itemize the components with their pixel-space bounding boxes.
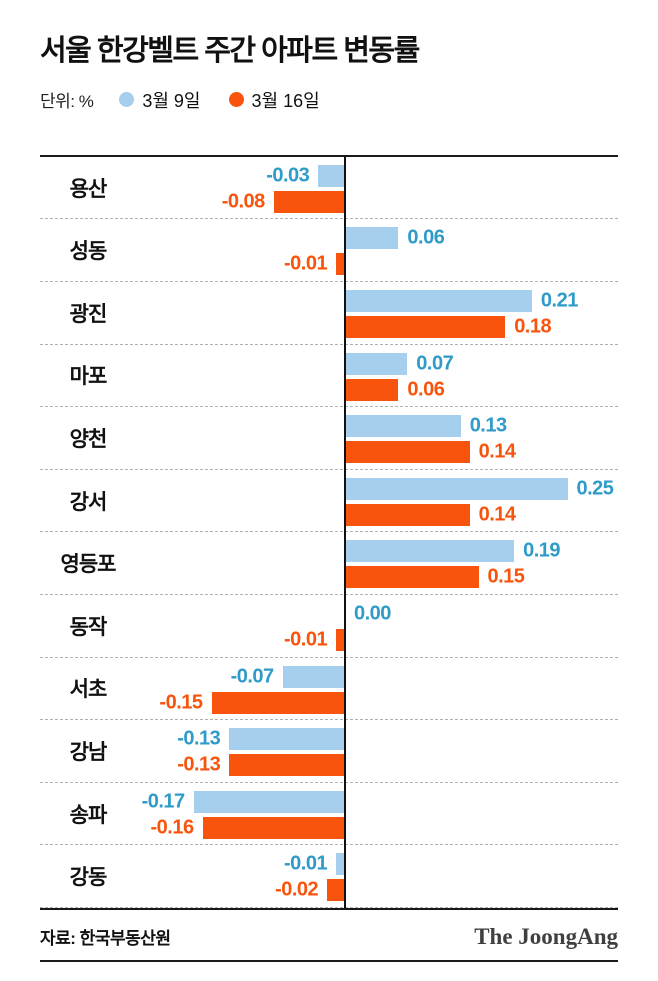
bar-series2-광진 [345,315,506,338]
bar-series1-서초 [282,665,345,688]
value-label: -0.07 [230,665,275,688]
value-label: -0.01 [284,252,328,275]
chart-row-양천: 양천 0.13 0.14 [40,407,618,470]
bar-series1-광진 [345,289,532,312]
bar-series2-영등포 [345,566,479,589]
bar-series2-마포 [345,378,399,401]
bar-series1-양천 [345,415,461,438]
bar-series2-동작 [336,628,345,651]
legend-label-series2: 3월 16일 [251,90,320,111]
bar-series2-양천 [345,441,470,464]
value-label: 0.19 [523,539,561,562]
chart-row-마포: 마포 0.07 0.06 [40,345,618,408]
source-label: 자료: 한국부동산원 [40,929,171,948]
value-label: -0.15 [159,691,203,714]
value-label: 0.06 [407,378,445,401]
bar-series1-강남 [229,728,345,751]
bar-series2-송파 [202,816,345,839]
value-label: -0.02 [275,878,319,901]
category-label: 영등포 [60,553,117,577]
value-label: 0.07 [416,352,454,375]
value-label: -0.08 [221,190,266,213]
value-label: -0.13 [177,727,221,750]
legend-item-series1: 3월 9일 [119,87,201,113]
value-label: -0.03 [266,164,310,187]
bar-series1-용산 [318,164,345,187]
bar-chart: 용산 -0.03 -0.08 성동 0.06 -0.01 광진 0.21 0.18 마포 0.07 0… [40,154,618,910]
bar-series1-강서 [345,477,568,500]
legend-dot-orange-icon [228,92,244,108]
category-label: 서초 [69,678,108,702]
category-label: 양천 [69,427,108,451]
bar-series2-서초 [211,691,345,714]
bar-series1-강동 [336,853,345,876]
bar-series2-강남 [229,754,345,777]
zero-axis-line [344,156,346,908]
value-label: 0.18 [514,315,552,338]
chart-row-송파: 송파 -0.17 -0.16 [40,783,618,846]
value-label: 0.06 [407,226,445,249]
bar-series1-성동 [345,227,399,250]
value-label: 0.14 [478,503,516,526]
chart-footer: 자료: 한국부동산원 The JoongAng [40,924,618,950]
legend-label-series1: 3월 9일 [142,90,201,111]
category-label: 송파 [69,803,108,827]
bar-series2-성동 [336,253,345,276]
value-label: 0.21 [540,289,578,312]
chart-row-강남: 강남 -0.13 -0.13 [40,720,618,783]
bottom-rule [40,960,618,962]
legend: 단위: % 3월 9일 3월 16일 [40,87,618,113]
bar-series2-강동 [327,879,345,902]
category-label: 강동 [69,866,108,890]
page-title: 서울 한강벨트 주간 아파트 변동률 [40,35,420,67]
legend-dot-blue-icon [119,92,135,108]
chart-row-강동: 강동 -0.01 -0.02 [40,845,618,908]
chart-row-서초: 서초 -0.07 -0.15 [40,658,618,721]
brand-logo: The JoongAng [474,924,618,949]
chart-row-성동: 성동 0.06 -0.01 [40,219,618,282]
category-label: 마포 [69,365,108,389]
category-label: 용산 [69,177,108,201]
value-label: -0.13 [177,753,221,776]
category-label: 광진 [69,302,108,326]
category-label: 동작 [69,615,108,639]
bar-series1-마포 [345,352,408,375]
value-label: -0.01 [284,852,328,875]
value-label: -0.16 [150,816,195,839]
category-label: 성동 [69,240,108,264]
value-label: 0.25 [576,477,614,500]
bar-series1-영등포 [345,540,515,563]
chart-row-동작: 동작 0.00 -0.01 [40,595,618,658]
bar-series1-송파 [193,790,345,813]
unit-label: 단위: % [40,92,94,112]
bar-series2-강서 [345,503,470,526]
chart-row-광진: 광진 0.21 0.18 [40,282,618,345]
value-label: 0.15 [487,565,525,588]
value-label: 0.14 [478,440,516,463]
category-label: 강남 [69,740,108,764]
chart-row-용산: 용산 -0.03 -0.08 [40,157,618,220]
chart-row-영등포: 영등포 0.19 0.15 [40,532,618,595]
chart-row-강서: 강서 0.25 0.14 [40,470,618,533]
value-label: 0.13 [469,414,507,437]
bar-series2-용산 [273,190,345,213]
value-label: 0.00 [354,602,391,625]
value-label: -0.01 [284,628,328,651]
category-label: 강서 [69,490,108,514]
legend-item-series2: 3월 16일 [228,87,320,113]
value-label: -0.17 [141,790,186,813]
